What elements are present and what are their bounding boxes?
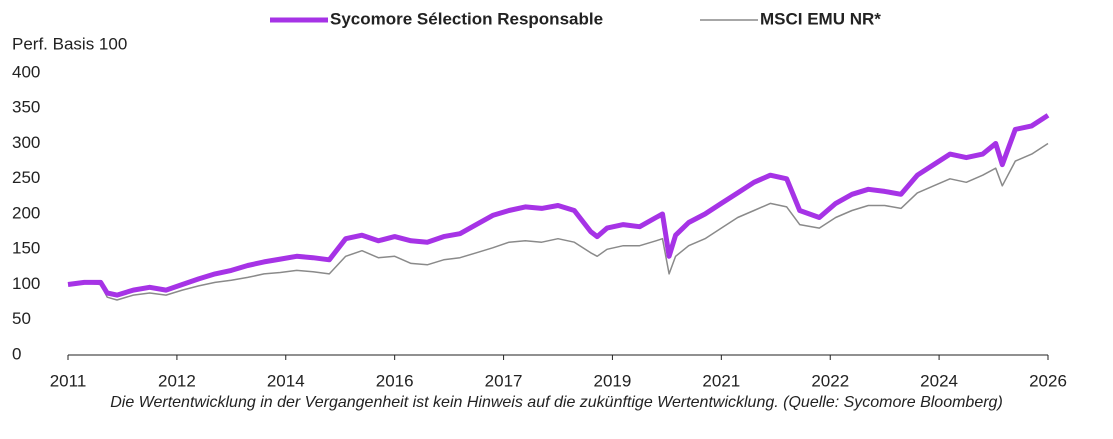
x-tick-label: 2026 <box>1029 371 1067 390</box>
x-tick-label: 2019 <box>594 371 632 390</box>
x-tick-label: 2012 <box>158 371 196 390</box>
y-tick-label: 0 <box>12 344 21 363</box>
legend-label: Sycomore Sélection Responsable <box>330 9 603 28</box>
y-tick-label: 400 <box>12 62 40 81</box>
x-tick-label: 2011 <box>50 371 87 390</box>
y-tick-label: 250 <box>12 168 40 187</box>
y-tick-label: 50 <box>12 309 31 328</box>
y-tick-label: 100 <box>12 274 40 293</box>
y-axis-label: Perf. Basis 100 <box>12 34 127 53</box>
y-tick-label: 150 <box>12 239 40 258</box>
y-tick-label: 300 <box>12 133 40 152</box>
series-line <box>67 142 1049 301</box>
chart: Perf. Basis 100 0 50 100 150 200 250 300 350 400… <box>12 9 1067 390</box>
x-tick-label: 2022 <box>811 371 849 390</box>
x-tick-label: 2017 <box>485 371 523 390</box>
x-tick-label: 2024 <box>920 371 958 390</box>
x-tick-label: 2016 <box>376 371 414 390</box>
y-tick-label: 200 <box>12 203 40 222</box>
legend-label: MSCI EMU NR* <box>760 9 881 28</box>
x-tick-label: 2021 <box>702 371 740 390</box>
y-tick-label: 350 <box>12 98 40 117</box>
footnote: Die Wertentwicklung in der Vergangenheit… <box>110 394 1003 411</box>
series-line <box>67 113 1050 298</box>
x-tick-label: 2014 <box>267 371 305 390</box>
